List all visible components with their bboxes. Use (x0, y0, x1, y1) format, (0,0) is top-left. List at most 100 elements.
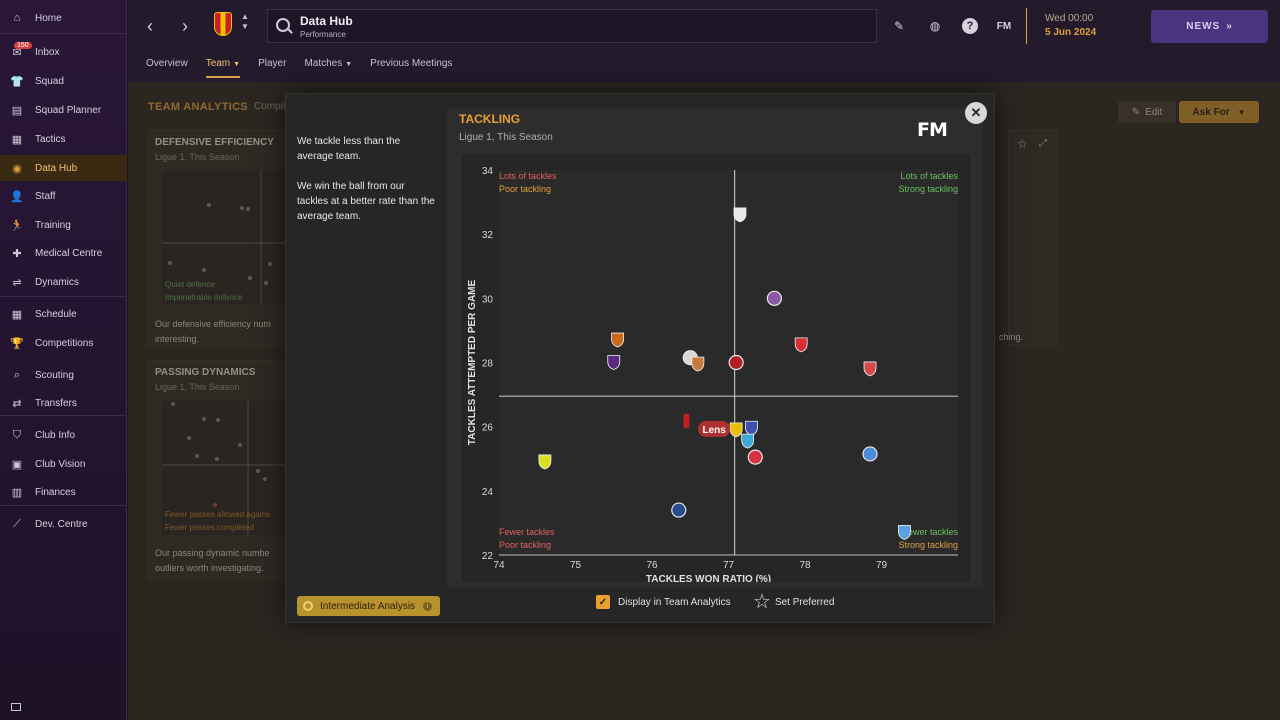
fm-menu-icon[interactable]: FM (996, 20, 1012, 32)
tab-overview[interactable]: Overview (146, 54, 188, 78)
pencil-icon[interactable]: ✎ (893, 19, 905, 33)
sidebar-item-competitions[interactable]: 🏆 Competitions (0, 330, 127, 356)
club-badge-point[interactable] (607, 355, 621, 370)
club-badge-point[interactable] (728, 354, 744, 371)
news-button[interactable]: NEWS » (1151, 10, 1268, 43)
data-point (238, 443, 242, 447)
clipboard-icon: ▤ (11, 104, 23, 117)
club-badge-point[interactable] (747, 449, 763, 465)
y-tick-label: 26 (482, 423, 494, 434)
sidebar-item-data-hub[interactable]: ◉ Data Hub (0, 155, 127, 181)
right-analytics-card[interactable]: ☆ ⤢ ching. (999, 130, 1058, 346)
quadrant-label: Poor tackling (499, 184, 551, 194)
card-title: PASSING DYNAMICS (155, 367, 256, 378)
sidebar-item-training[interactable]: 🏃 Training (0, 212, 127, 238)
card-note: interesting. (155, 334, 200, 344)
set-preferred-button[interactable]: ☆ Set Preferred (753, 592, 834, 612)
club-badge-point[interactable] (863, 361, 877, 377)
data-point (246, 207, 250, 211)
club-switch-icon[interactable]: ▲ ▼ (241, 12, 249, 31)
inbox-icon: ✉ 150 (10, 42, 32, 59)
description-line: We win the ball from our tackles at a be… (297, 181, 435, 222)
tab-team[interactable]: Team ▼ (205, 54, 241, 78)
club-badge-point[interactable] (862, 446, 878, 462)
club-badge-point[interactable] (898, 525, 911, 540)
medical-cross-icon: ✚ (12, 247, 22, 260)
ask-for-label: Ask For (1192, 106, 1230, 118)
tab-previous-meetings[interactable]: Previous Meetings (370, 54, 452, 78)
sidebar-item-squad-planner[interactable]: ▤ Squad Planner (0, 97, 127, 123)
quadrant-label: Fewer passes completed (165, 523, 254, 532)
club-badge-point[interactable] (794, 337, 808, 353)
analysis-label: Intermediate Analysis (320, 600, 416, 612)
y-tick-label: 24 (482, 487, 494, 498)
sidebar-item-home[interactable]: ⌂ Home (0, 5, 127, 31)
sidebar-item-dev-centre[interactable]: ⟋ Dev. Centre (0, 511, 127, 537)
sidebar-item-club-info[interactable]: ⛉ Club Info (0, 422, 127, 448)
sidebar-item-label: Squad (35, 75, 64, 87)
club-badge-point[interactable] (729, 422, 743, 438)
sidebar-item-dynamics[interactable]: ⇌ Dynamics (0, 269, 127, 295)
club-badge-point[interactable] (766, 290, 782, 306)
intermediate-analysis-button[interactable]: Intermediate Analysis i (297, 596, 440, 616)
sidebar-item-club-vision[interactable]: ▣ Club Vision (0, 451, 127, 477)
club-badge-point[interactable] (683, 413, 690, 428)
sub-tabs: Overview Team ▼ Player Matches ▼ Previous Meet… (146, 54, 470, 78)
data-point (256, 469, 260, 473)
help-icon[interactable]: ? (962, 18, 978, 34)
display-in-team-analytics-checkbox[interactable]: ✓ Display in Team Analytics (596, 595, 731, 609)
double-chevron-icon: » (1226, 21, 1233, 32)
search-box[interactable]: Data Hub Performance (267, 9, 877, 43)
date-display[interactable]: Wed 00:00 5 Jun 2024 (1026, 8, 1146, 44)
screen-capture-icon[interactable] (11, 703, 21, 711)
sidebar-divider (0, 296, 127, 297)
club-badge-point[interactable] (611, 332, 624, 348)
chevron-down-icon: ▼ (1237, 107, 1246, 117)
transfer-arrows-icon: ⇄ (12, 397, 22, 410)
sidebar-item-finances[interactable]: ▥ Finances (0, 479, 127, 505)
passing-dynamics-card[interactable]: PASSING DYNAMICS Ligue 1, This Season (148, 360, 288, 580)
club-badge-point[interactable] (741, 433, 755, 449)
tab-matches[interactable]: Matches ▼ (304, 54, 352, 78)
chevron-down-icon: ▼ (345, 61, 353, 68)
edit-button[interactable]: ✎ Edit (1118, 101, 1176, 123)
defensive-efficiency-card[interactable]: DEFENSIVE EFFICIENCY Ligue 1, This Seaso… (148, 130, 288, 346)
sidebar-item-inbox[interactable]: ✉ 150 Inbox (0, 39, 127, 65)
sidebar-item-tactics[interactable]: ▦ Tactics (0, 126, 127, 152)
forward-arrow-icon[interactable]: › (182, 15, 188, 36)
globe-icon[interactable]: ◍ (929, 19, 941, 33)
sidebar-item-squad[interactable]: 👕 Squad (0, 68, 127, 94)
page-title: Data Hub (300, 14, 353, 28)
club-badge-point[interactable] (538, 454, 552, 470)
expand-icon[interactable]: ⤢ (1039, 138, 1047, 149)
sidebar-item-scouting[interactable]: ⌕ Scouting (0, 362, 127, 388)
card-note: outliers worth investigating. (155, 563, 264, 573)
x-tick-label: 79 (876, 560, 888, 571)
chart-subtitle: Ligue 1, This Season (459, 132, 553, 143)
search-icon (276, 18, 290, 32)
sidebar-item-transfers[interactable]: ⇄ Transfers (0, 390, 127, 416)
sidebar-item-schedule[interactable]: ▦ Schedule (0, 301, 127, 327)
sidebar-item-staff[interactable]: 👤 Staff (0, 183, 127, 209)
analysis-level-icon (303, 601, 313, 611)
ask-for-button[interactable]: Ask For ▼ (1179, 101, 1259, 123)
home-icon: ⌂ (13, 12, 21, 24)
sidebar-item-medical-centre[interactable]: ✚ Medical Centre (0, 240, 127, 266)
club-badge-point[interactable] (745, 420, 758, 436)
shield-icon: ⛉ (12, 428, 22, 441)
tab-player[interactable]: Player (258, 54, 286, 78)
back-arrow-icon[interactable]: ‹ (147, 15, 153, 36)
club-crest-icon[interactable] (214, 12, 232, 36)
club-badge-point[interactable] (733, 207, 747, 223)
edit-label: Edit (1145, 106, 1163, 118)
sidebar-item-label: Competitions (35, 337, 94, 349)
club-badge-point[interactable] (671, 502, 687, 518)
data-point (168, 261, 172, 265)
close-button[interactable]: ✕ (965, 102, 987, 124)
club-badge-point[interactable] (691, 356, 705, 372)
sidebar-item-label: Finances (35, 486, 76, 498)
tab-label: Team (205, 58, 231, 69)
star-icon[interactable]: ☆ (1017, 137, 1028, 151)
card-subtitle: Ligue 1, This Season (155, 152, 240, 162)
